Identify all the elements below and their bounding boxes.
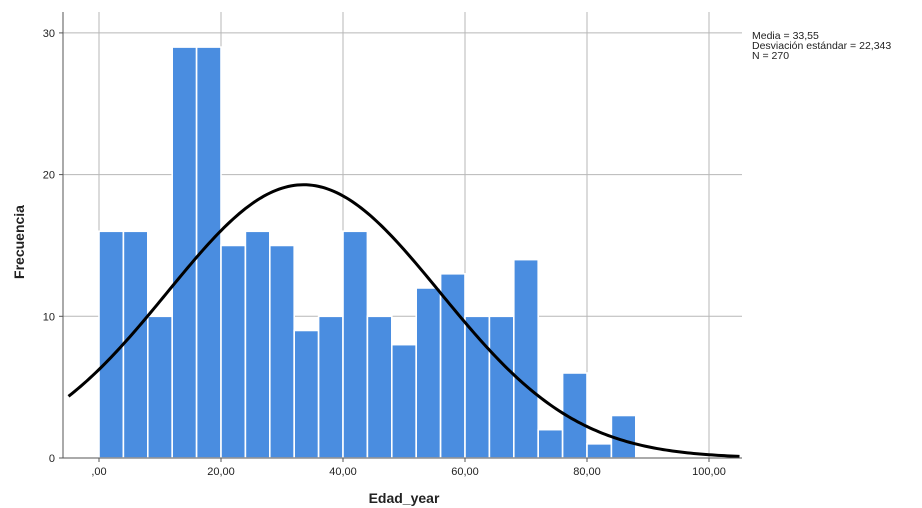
histogram-bar-15 bbox=[464, 315, 491, 459]
histogram-bars bbox=[98, 46, 637, 459]
y-tick-label-1: 10 bbox=[43, 311, 55, 323]
x-tick-label-0: ,00 bbox=[91, 466, 106, 478]
stats-box: Media = 33,55 Desviación estándar = 22,3… bbox=[752, 30, 892, 62]
stat-mean: Media = 33,55 bbox=[752, 30, 819, 42]
histogram-bar-1 bbox=[122, 230, 149, 459]
y-axis-ticks: 0 10 20 30 bbox=[43, 28, 63, 465]
x-axis-title: Edad_year bbox=[369, 490, 440, 506]
histogram-bar-18 bbox=[537, 428, 564, 459]
x-axis-ticks: ,00 20,00 40,00 60,00 80,00 100,00 bbox=[91, 458, 726, 478]
y-tick-label-0: 0 bbox=[49, 453, 55, 465]
histogram-bar-13 bbox=[415, 287, 442, 459]
histogram-bar-17 bbox=[512, 258, 539, 459]
x-tick-label-3: 60,00 bbox=[451, 466, 479, 478]
x-tick-label-5: 100,00 bbox=[692, 466, 726, 478]
histogram-bar-16 bbox=[488, 315, 515, 459]
histogram-bar-7 bbox=[268, 244, 295, 459]
histogram-bar-6 bbox=[244, 230, 271, 459]
x-tick-label-4: 80,00 bbox=[573, 466, 601, 478]
histogram-bar-20 bbox=[586, 443, 613, 459]
y-tick-label-2: 20 bbox=[43, 170, 55, 182]
histogram-bar-14 bbox=[439, 272, 466, 459]
histogram-bar-8 bbox=[293, 329, 320, 459]
histogram-bar-0 bbox=[98, 230, 125, 459]
stat-n: N = 270 bbox=[752, 50, 790, 62]
histogram-bar-11 bbox=[366, 315, 393, 459]
histogram-bar-3 bbox=[171, 46, 198, 459]
histogram-bar-10 bbox=[342, 230, 369, 459]
histogram-bar-5 bbox=[220, 244, 247, 459]
stat-std-dev: Desviación estándar = 22,343 bbox=[752, 40, 892, 52]
normal-curve bbox=[67, 183, 740, 458]
y-axis-title: Frecuencia bbox=[11, 205, 27, 279]
histogram-bar-12 bbox=[390, 343, 417, 459]
histogram-bar-2 bbox=[147, 315, 174, 459]
histogram-bar-9 bbox=[317, 315, 344, 459]
x-tick-label-1: 20,00 bbox=[207, 466, 235, 478]
x-tick-label-2: 40,00 bbox=[329, 466, 357, 478]
y-tick-label-3: 30 bbox=[43, 28, 55, 40]
